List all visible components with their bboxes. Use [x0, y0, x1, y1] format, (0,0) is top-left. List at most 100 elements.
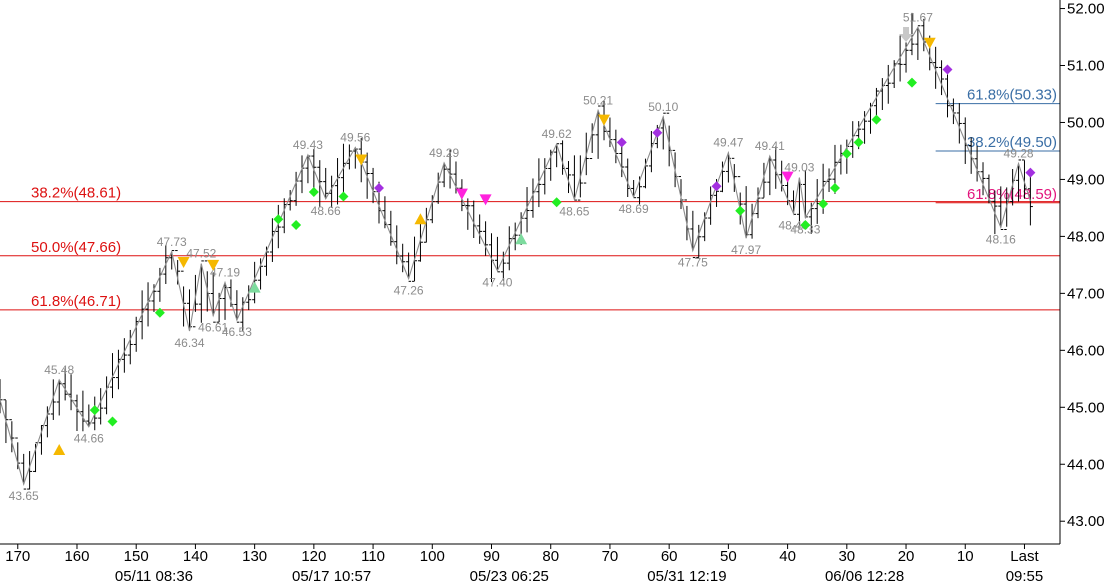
swing-label: 47.73 — [157, 235, 187, 249]
marker-diamond — [800, 220, 811, 231]
swing-label: 45.48 — [44, 363, 74, 377]
marker-triangle-down — [455, 188, 468, 200]
swing-label: 47.97 — [731, 243, 761, 257]
swing-label: 50.21 — [583, 94, 613, 108]
x-tick-label: 160 — [64, 548, 89, 565]
x-tick-label: 140 — [183, 548, 208, 565]
x-tick-label: Last — [1010, 548, 1039, 565]
swing-label: 46.53 — [222, 325, 252, 339]
x-tick-label: 10 — [957, 548, 974, 565]
y-tick-label: 50.00 — [1067, 114, 1105, 131]
swing-label: 48.16 — [986, 232, 1016, 246]
swing-label: 47.52 — [186, 247, 216, 261]
x-tick-label: 30 — [838, 548, 855, 565]
swing-label: 43.65 — [9, 489, 39, 503]
x-tick-label: 120 — [301, 548, 326, 565]
signal-markers — [53, 27, 1036, 456]
x-tick-label: 130 — [242, 548, 267, 565]
fib-label-4: 38.2%(49.50) — [967, 134, 1057, 151]
x-tick-label: 110 — [361, 548, 385, 565]
marker-diamond — [818, 198, 829, 209]
swing-label: 49.41 — [755, 139, 785, 153]
fib-label-0: 38.2%(48.61) — [31, 185, 121, 202]
y-tick-label: 48.00 — [1067, 228, 1105, 245]
swing-label: 48.65 — [559, 204, 589, 218]
zigzag-line — [0, 26, 1031, 487]
x-tick-label: 150 — [124, 548, 149, 565]
fib-levels: 38.2%(48.61) 50.0%(47.66) 61.8%(46.71) 61.8… — [0, 87, 1060, 311]
swing-label: 49.29 — [429, 146, 459, 160]
swing-label: 51.67 — [903, 10, 933, 24]
marker-triangle-down — [479, 194, 492, 206]
marker-diamond — [89, 405, 100, 416]
y-tick-label: 51.00 — [1067, 58, 1105, 75]
marker-triangle-down — [207, 259, 220, 271]
marker-diamond — [291, 220, 302, 231]
x-tick-label: 40 — [779, 548, 796, 565]
y-tick-label: 49.00 — [1067, 171, 1105, 188]
x-tick-label: 90 — [483, 548, 500, 565]
marker-triangle-down — [923, 37, 936, 49]
y-tick-label: 45.00 — [1067, 399, 1105, 416]
swing-label: 44.66 — [74, 432, 104, 446]
marker-diamond — [308, 186, 319, 197]
marker-diamond — [551, 197, 562, 208]
marker-diamond — [942, 64, 953, 75]
date-label: 05/17 10:57 — [292, 568, 371, 585]
marker-triangle-down — [177, 257, 190, 269]
fib-label-2: 61.8%(46.71) — [31, 293, 121, 310]
marker-triangle-down — [598, 114, 611, 126]
swing-label: 50.10 — [648, 100, 678, 114]
marker-diamond — [735, 205, 746, 216]
y-tick-label: 43.00 — [1067, 513, 1105, 530]
y-tick-label: 44.00 — [1067, 456, 1105, 473]
swing-label: 46.34 — [174, 336, 204, 350]
fib-label-3: 61.8%(50.33) — [967, 87, 1057, 104]
x-tick-label: 20 — [898, 548, 915, 565]
date-label: 05/23 06:25 — [470, 568, 549, 585]
y-tick-label: 46.00 — [1067, 342, 1105, 359]
swing-label: 48.66 — [311, 204, 341, 218]
x-tick-label: 170 — [5, 548, 30, 565]
marker-diamond — [906, 77, 917, 88]
x-tick-label: 70 — [602, 548, 619, 565]
marker-triangle-down — [355, 154, 368, 166]
x-tick-label: 60 — [661, 548, 678, 565]
x-tick-label: 50 — [720, 548, 737, 565]
swing-label: 47.75 — [678, 256, 708, 270]
date-label: 05/11 08:36 — [115, 568, 193, 585]
marker-diamond — [616, 137, 627, 148]
swing-label: 49.62 — [542, 127, 572, 141]
y-tick-label: 52.00 — [1067, 1, 1105, 18]
marker-diamond — [373, 182, 384, 193]
date-label: 05/31 12:19 — [647, 568, 726, 585]
marker-diamond — [711, 181, 722, 192]
marker-diamond — [1025, 167, 1036, 178]
marker-diamond — [871, 114, 882, 125]
marker-diamond — [273, 214, 284, 225]
marker-triangle-up — [248, 281, 261, 293]
marker-triangle-down — [781, 171, 794, 183]
marker-diamond — [841, 148, 852, 159]
x-tick-label: 80 — [542, 548, 559, 565]
date-label: 09:55 — [1006, 568, 1044, 585]
swing-label: 47.40 — [482, 276, 512, 290]
swing-label: 49.28 — [1004, 146, 1034, 160]
swing-label: 49.56 — [340, 131, 370, 145]
swing-label: 49.47 — [713, 136, 743, 150]
marker-triangle-up — [53, 444, 66, 456]
swing-label: 49.43 — [293, 138, 323, 152]
y-tick-label: 47.00 — [1067, 285, 1105, 302]
marker-triangle-up — [515, 233, 528, 245]
zigzag-path — [0, 26, 1031, 487]
marker-diamond — [853, 137, 864, 148]
marker-diamond — [829, 182, 840, 193]
swing-label: 48.69 — [619, 202, 649, 216]
marker-triangle-up — [414, 213, 427, 225]
swing-label: 46.61 — [198, 321, 228, 335]
marker-arrow-down — [899, 27, 914, 43]
